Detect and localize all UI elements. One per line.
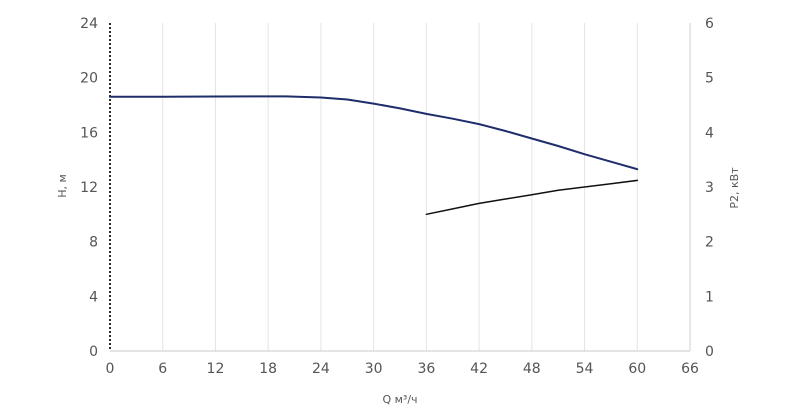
y2-tick-label: 5 (705, 71, 714, 87)
y-tick-label: 8 (89, 235, 98, 251)
x-tick-label: 12 (207, 361, 225, 377)
head-curve-line (109, 95, 639, 171)
y-tick-label: 0 (89, 344, 98, 360)
y-tick-label: 12 (80, 180, 98, 196)
y2-tick-label: 3 (705, 180, 714, 196)
x-axis-title: Q м³/ч (382, 393, 417, 406)
x-tick-label: 60 (628, 361, 646, 377)
x-tick-label: 54 (576, 361, 594, 377)
x-tick-label: 18 (259, 361, 277, 377)
y-axis-title: H, м (56, 174, 69, 198)
x-tick-label: 6 (158, 361, 167, 377)
y2-tick-label: 4 (705, 125, 714, 141)
y-tick-label: 16 (80, 125, 98, 141)
series-layer (109, 95, 639, 216)
grid-layer (162, 23, 691, 351)
x-tick-label: 0 (106, 361, 115, 377)
y2-tick-label: 6 (705, 16, 714, 32)
x-tick-label: 48 (523, 361, 541, 377)
y-tick-label: 4 (89, 289, 98, 305)
x-tick-label: 66 (681, 361, 699, 377)
y2-tick-label: 1 (705, 289, 714, 305)
x-tick-label: 42 (470, 361, 488, 377)
axes-layer (109, 23, 691, 352)
y-tick-label: 20 (80, 71, 98, 87)
x-tick-label: 24 (312, 361, 330, 377)
y2-tick-label: 0 (705, 344, 714, 360)
y2-axis-title: P2, кВт (728, 167, 741, 209)
power-curve-line (425, 179, 639, 216)
x-tick-label: 36 (417, 361, 435, 377)
x-tick-label: 30 (365, 361, 383, 377)
y-tick-label: 24 (80, 16, 98, 32)
y2-tick-label: 2 (705, 235, 714, 251)
